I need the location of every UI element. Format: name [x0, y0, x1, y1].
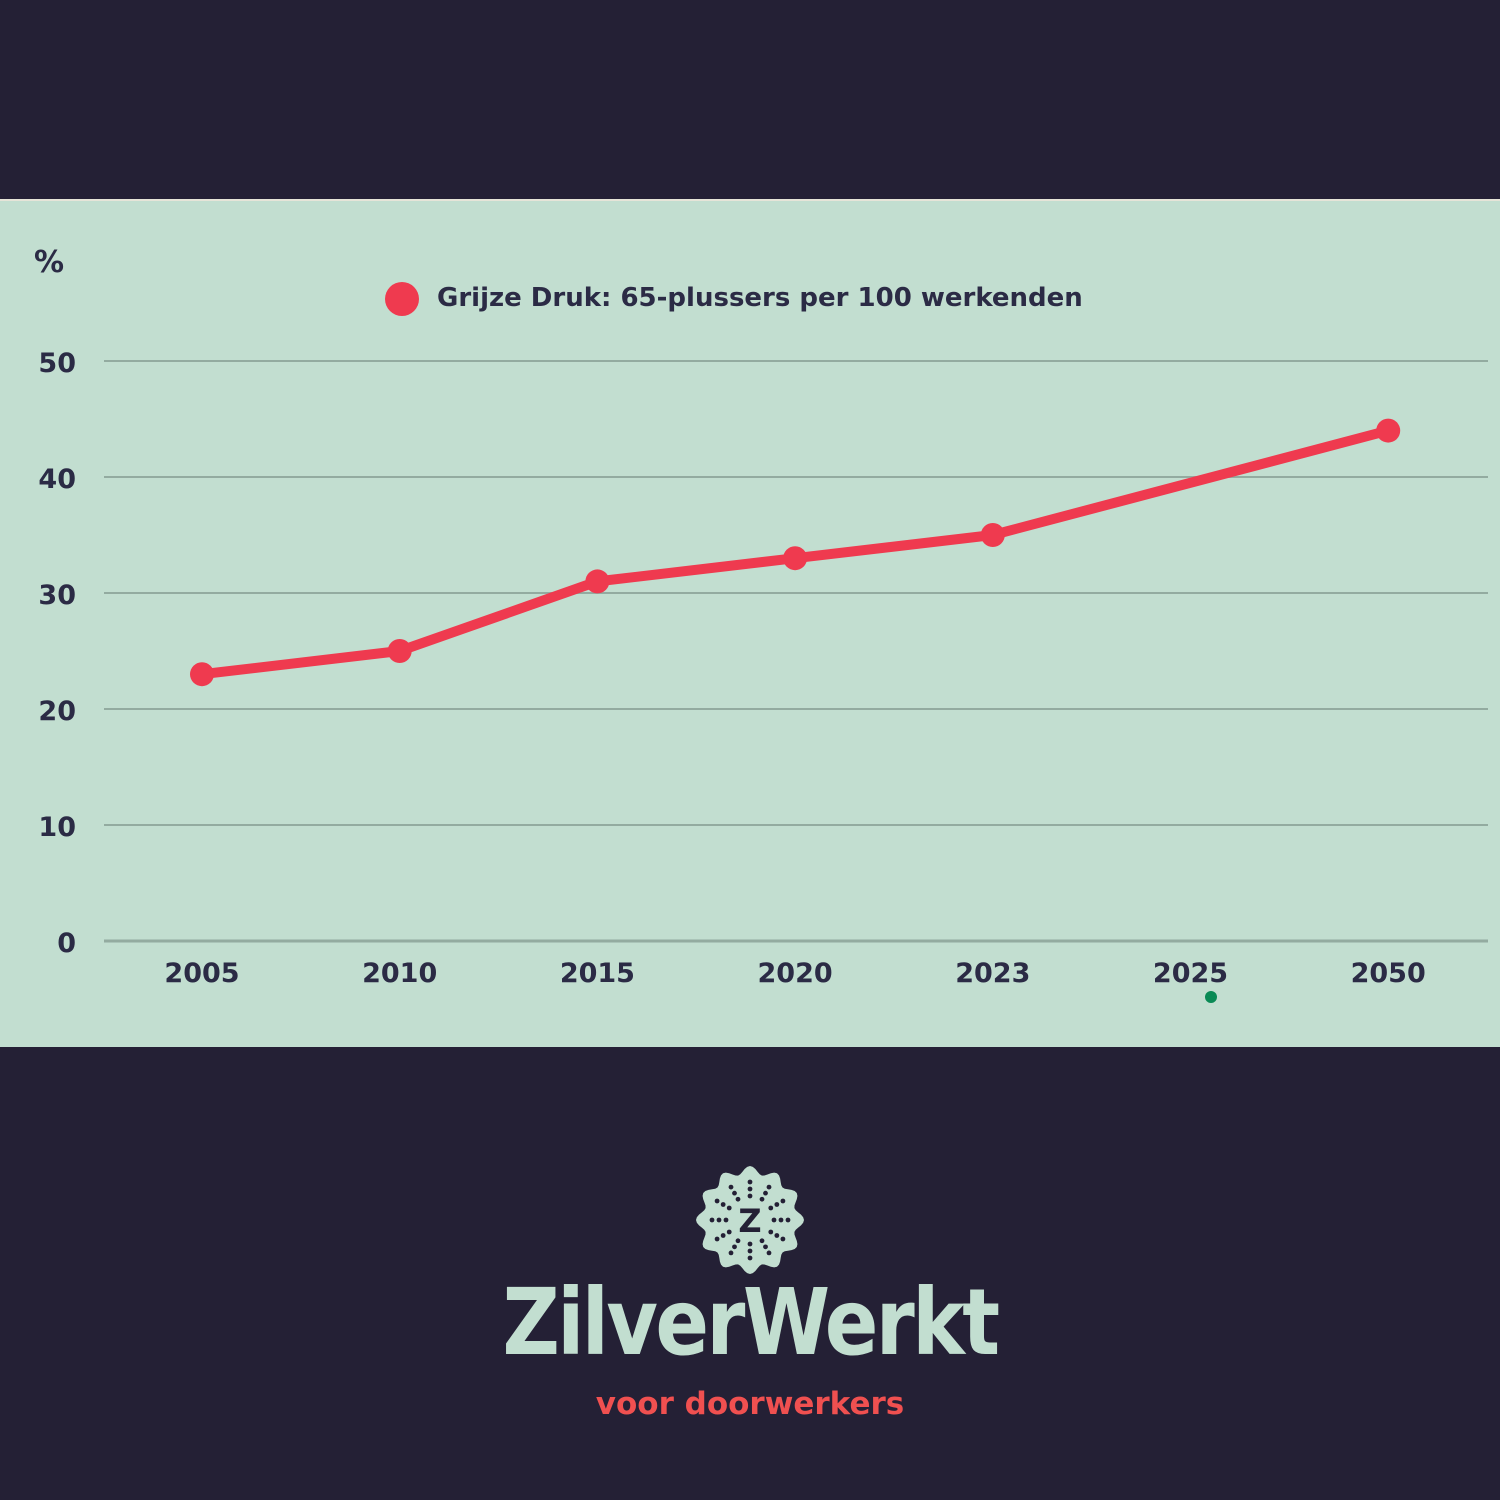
- badge-dot: [723, 1217, 729, 1223]
- badge-dot: [780, 1236, 786, 1242]
- legend-marker-icon: [385, 282, 419, 316]
- y-tick-label: 30: [38, 580, 76, 611]
- legend: Grijze Druk: 65-plussers per 100 werkend…: [385, 282, 1083, 316]
- badge-dot: [728, 1184, 734, 1190]
- badge-dot: [774, 1233, 780, 1238]
- badge-dot: [774, 1202, 780, 1207]
- x-tick-label: 2010: [362, 958, 437, 989]
- data-point[interactable]: [387, 639, 412, 663]
- badge-dot: [747, 1186, 753, 1192]
- data-point[interactable]: [783, 546, 808, 571]
- series-line: [197, 425, 1394, 680]
- badge-dot: [726, 1205, 732, 1211]
- y-tick-label: 20: [38, 696, 76, 727]
- legend-label: Grijze Druk: 65-plussers per 100 werkend…: [437, 283, 1083, 313]
- badge-dot: [785, 1217, 791, 1223]
- badge-dot: [766, 1184, 772, 1190]
- x-tick-label: 2050: [1351, 958, 1426, 989]
- data-point[interactable]: [1376, 418, 1401, 443]
- x-tick-label: 2025: [1153, 958, 1228, 989]
- badge-letter: Z: [738, 1202, 761, 1240]
- data-point[interactable]: [980, 523, 1005, 547]
- badge-dot: [709, 1217, 715, 1223]
- zilverwerkt-badge-icon: Z: [696, 1166, 804, 1274]
- gridlines: [104, 360, 1488, 943]
- badge-dot: [747, 1248, 753, 1254]
- badge-dot: [735, 1238, 741, 1244]
- brand-tagline: voor doorwerkers: [595, 1386, 905, 1422]
- badge-dot: [768, 1205, 774, 1211]
- badge-dot: [747, 1193, 753, 1199]
- badge-dot: [771, 1217, 777, 1223]
- badge-dot: [763, 1190, 768, 1196]
- badge-dot: [766, 1250, 772, 1256]
- y-tick-label: 0: [57, 928, 76, 959]
- badge-dot: [732, 1190, 737, 1196]
- x-tick-label: 2020: [758, 958, 833, 989]
- badge-dot: [763, 1244, 768, 1250]
- badge-dot: [720, 1233, 726, 1238]
- brand-name: ZilverWerkt: [502, 1269, 1000, 1376]
- badge-dot: [732, 1244, 737, 1250]
- data-point[interactable]: [585, 569, 610, 594]
- badge-dot: [726, 1229, 732, 1235]
- y-tick-label: 10: [38, 812, 76, 843]
- x-tick-label: 2015: [560, 958, 635, 989]
- x-tick-label: 2023: [955, 958, 1030, 989]
- y-axis-ticks: 0 10 20 30 40 50: [38, 348, 76, 959]
- badge-dot: [747, 1179, 753, 1185]
- badge-dot: [759, 1196, 765, 1202]
- badge-dot: [720, 1202, 726, 1207]
- series-grijze-druk: [190, 418, 1401, 687]
- x-tick-label: 2005: [164, 958, 239, 989]
- data-point[interactable]: [190, 662, 214, 687]
- badge-dot: [747, 1255, 753, 1261]
- badge-dot: [735, 1196, 741, 1202]
- badge-dot: [747, 1241, 753, 1247]
- badge-dot: [780, 1198, 786, 1204]
- badge-dot: [728, 1250, 734, 1256]
- badge-dot: [714, 1198, 720, 1204]
- badge-dot: [714, 1236, 720, 1242]
- y-axis-unit-label: %: [34, 245, 64, 280]
- badge-dot: [716, 1217, 722, 1223]
- badge-dot: [759, 1238, 765, 1244]
- annotation-dot-icon: [1205, 991, 1217, 1003]
- y-tick-label: 50: [38, 348, 76, 379]
- line-chart: 0 10 20 30 40 50 2005 2010 2015 2020 2023 2025 2050…: [34, 245, 1488, 1003]
- y-tick-label: 40: [38, 464, 76, 495]
- chart-panel: 0 10 20 30 40 50 2005 2010 2015 2020 2023 2025 2050…: [0, 199, 1500, 1047]
- badge-dot: [768, 1229, 774, 1235]
- x-axis-ticks: 2005 2010 2015 2020 2023 2025 2050: [164, 958, 1425, 989]
- badge-dot: [778, 1217, 784, 1223]
